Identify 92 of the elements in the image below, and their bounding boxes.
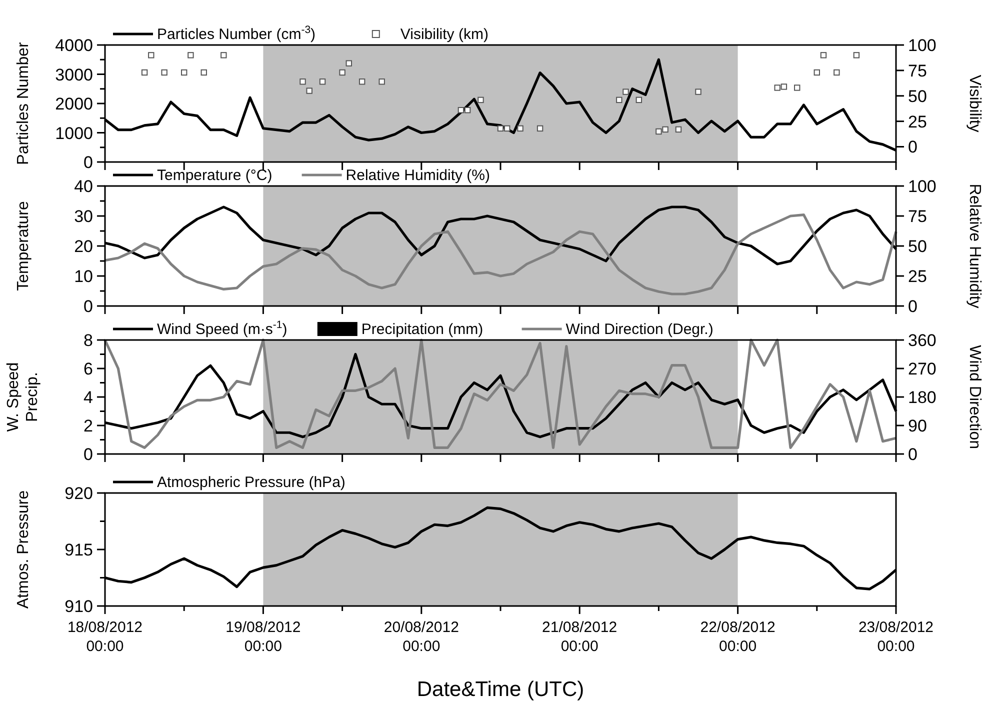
point (458, 107, 464, 114)
point (504, 125, 510, 132)
y2-tick-label: 50 (908, 86, 927, 106)
x-tick-label: 22/08/2012 00:00 (700, 619, 776, 655)
point (478, 96, 484, 104)
y2-tick-label: 100 (908, 177, 936, 196)
point (695, 88, 702, 95)
y2-tick-label: 25 (908, 267, 927, 286)
y2-tick-label: 75 (908, 61, 927, 80)
point (814, 69, 820, 76)
point (339, 69, 346, 76)
point (188, 52, 194, 58)
y-tick-label: 910 (64, 597, 93, 616)
legend-label: Wind Speed (m·s$^{-1}$) (157, 319, 288, 338)
y2-tick-label: 25 (908, 112, 927, 132)
y-tick-label: 10 (74, 267, 93, 286)
y2-tick-label: 270 (908, 360, 936, 378)
point (220, 52, 227, 58)
x-tick-label: 21/08/2012 00:00 (542, 619, 618, 655)
y-axis-title: Particles Number (15, 41, 32, 165)
point (616, 96, 622, 104)
point (853, 52, 860, 58)
legend-label: Visibility (km) (400, 26, 488, 43)
point (464, 107, 471, 114)
y2-tick-label: 90 (908, 416, 927, 436)
y-tick-label: 920 (64, 484, 93, 503)
y2-axis-title: Visibility (966, 74, 983, 132)
y-tick-label: 915 (64, 540, 93, 560)
y-tick-label: 2000 (55, 94, 93, 114)
y-tick-label: 0 (84, 153, 93, 172)
point (536, 125, 544, 132)
y-tick-label: 2 (84, 416, 93, 436)
y2-tick-label: 100 (908, 36, 936, 55)
y-tick-label: 40 (74, 177, 93, 196)
y-axis-title: W. Speed Precip. (5, 362, 41, 432)
point (148, 52, 154, 58)
point (497, 125, 504, 132)
line-series (104, 214, 898, 296)
legend-label: Atmospheric Pressure (hPa) (157, 474, 346, 491)
x-tick-label: 19/08/2012 00:00 (226, 619, 301, 655)
point (820, 52, 827, 58)
point (181, 69, 188, 76)
legend-label: Precipitation (mm) (361, 321, 484, 338)
point (656, 128, 662, 135)
legend-label: Wind Direction (Degr.) (566, 321, 714, 338)
y-tick-label: 8 (84, 331, 93, 350)
y-tick-label: 0 (84, 445, 93, 464)
point (200, 69, 207, 76)
y2-tick-label: 0 (908, 138, 918, 157)
y2-tick-label: 0 (908, 297, 918, 316)
x-tick-label: 23/08/2012 00:00 (858, 619, 934, 655)
point (780, 84, 788, 90)
y-tick-label: 20 (74, 237, 93, 256)
y2-tick-label: 360 (908, 331, 936, 350)
point (662, 126, 668, 133)
point (300, 78, 306, 85)
y-tick-label: 4000 (55, 36, 93, 55)
x-tick-label: 18/08/2012 00:00 (67, 619, 143, 655)
point (517, 125, 524, 132)
x-axis-title: Date&Time (UTC) (416, 678, 584, 701)
point (834, 69, 840, 76)
point (774, 84, 780, 91)
legend-label: Particles Number (cm$^{-3}$) (157, 24, 316, 43)
y2-tick-label: 0 (908, 445, 918, 464)
y-tick-label: 4 (84, 388, 93, 407)
point (636, 96, 642, 104)
point (675, 126, 682, 133)
legend-label: Temperature (°C) (157, 167, 272, 184)
y-tick-label: 1000 (55, 124, 93, 143)
point (358, 78, 366, 85)
point (378, 78, 385, 85)
point (319, 78, 326, 85)
point (161, 69, 168, 76)
y-axis-title: Temperature (15, 200, 32, 291)
point (306, 88, 312, 94)
point (794, 84, 800, 91)
line-series (104, 338, 898, 449)
y2-tick-label: 50 (908, 237, 927, 256)
y-tick-label: 6 (84, 360, 93, 378)
y-axis-title: Atmos. Pressure (15, 490, 32, 609)
y-tick-label: 30 (74, 207, 93, 226)
legend-label: Relative Humidity (%) (346, 167, 490, 184)
y2-axis-title: Wind Direction (966, 344, 983, 450)
y2-axis-title: Relative Humidity (966, 184, 983, 308)
y2-tick-label: 180 (908, 388, 936, 407)
x-tick-label: 20/08/2012 00:00 (384, 619, 459, 655)
y2-tick-label: 75 (908, 207, 927, 226)
y-tick-label: 0 (84, 297, 93, 316)
point (622, 88, 629, 95)
point (346, 60, 352, 66)
y-tick-label: 3000 (55, 65, 93, 84)
point (141, 69, 148, 76)
